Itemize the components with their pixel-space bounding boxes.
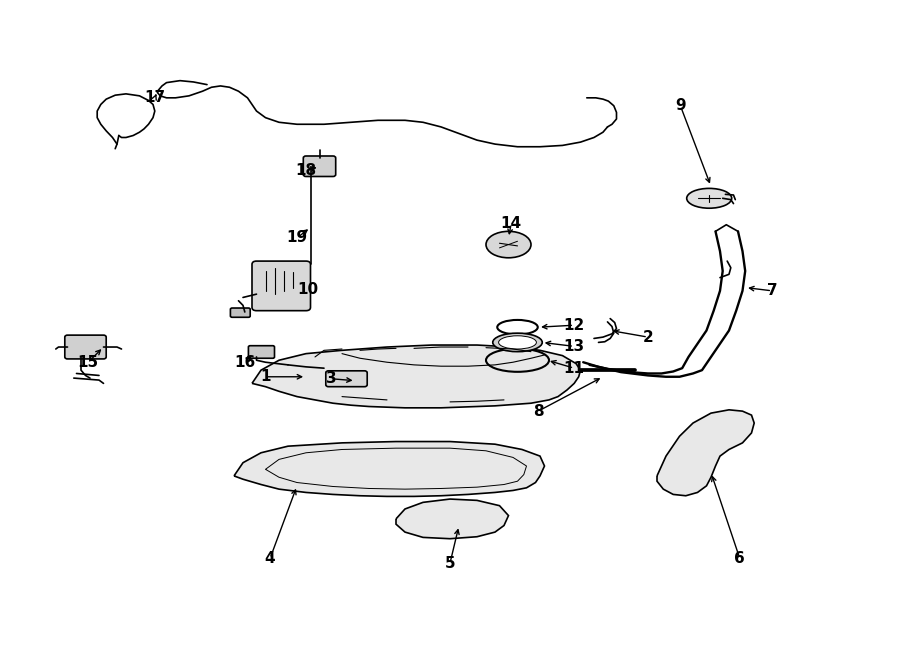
Text: 1: 1 bbox=[260, 369, 271, 384]
Ellipse shape bbox=[486, 231, 531, 258]
Text: 16: 16 bbox=[234, 355, 256, 369]
PathPatch shape bbox=[252, 345, 580, 408]
PathPatch shape bbox=[657, 410, 754, 496]
FancyBboxPatch shape bbox=[248, 346, 274, 358]
Text: 12: 12 bbox=[563, 318, 585, 332]
Text: 17: 17 bbox=[144, 91, 166, 105]
Text: 4: 4 bbox=[265, 551, 275, 566]
FancyBboxPatch shape bbox=[252, 261, 310, 311]
Text: 14: 14 bbox=[500, 216, 522, 231]
Text: 18: 18 bbox=[295, 163, 317, 178]
Text: 5: 5 bbox=[445, 556, 455, 570]
Text: 13: 13 bbox=[563, 339, 585, 354]
Ellipse shape bbox=[499, 336, 536, 349]
Ellipse shape bbox=[687, 188, 732, 208]
FancyBboxPatch shape bbox=[65, 335, 106, 359]
Text: 11: 11 bbox=[563, 361, 585, 375]
Text: 2: 2 bbox=[643, 330, 653, 344]
Text: 9: 9 bbox=[675, 98, 686, 113]
PathPatch shape bbox=[396, 499, 508, 539]
Text: 19: 19 bbox=[286, 231, 308, 245]
FancyBboxPatch shape bbox=[303, 156, 336, 176]
Text: 8: 8 bbox=[533, 404, 544, 418]
Ellipse shape bbox=[493, 333, 542, 352]
FancyBboxPatch shape bbox=[326, 371, 367, 387]
FancyBboxPatch shape bbox=[230, 308, 250, 317]
Text: 6: 6 bbox=[734, 551, 745, 566]
Text: 10: 10 bbox=[297, 282, 319, 297]
Text: 7: 7 bbox=[767, 284, 778, 298]
PathPatch shape bbox=[234, 442, 544, 496]
Text: 3: 3 bbox=[326, 371, 337, 386]
Text: 15: 15 bbox=[77, 355, 99, 369]
